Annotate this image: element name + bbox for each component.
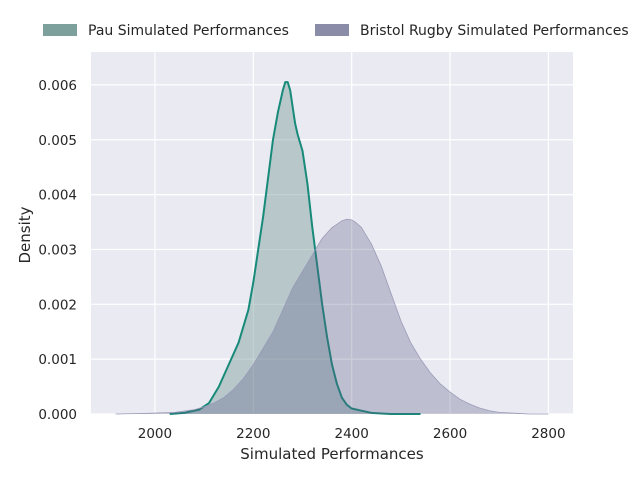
legend-swatch-0 — [43, 24, 77, 36]
series-area-1 — [115, 219, 549, 414]
y-tick-label: 0.002 — [38, 297, 77, 313]
legend-label-0: Pau Simulated Performances — [88, 23, 289, 39]
y-tick-label: 0.005 — [38, 133, 77, 149]
y-tick-label: 0.006 — [38, 78, 77, 94]
x-axis-label: Simulated Performances — [240, 445, 424, 463]
series-line-1 — [115, 218, 549, 415]
y-tick-label: 0.003 — [38, 242, 77, 258]
x-tick-label: 2200 — [236, 426, 270, 442]
x-tick-label: 2400 — [334, 426, 368, 442]
x-tick-label: 2000 — [138, 426, 172, 442]
y-axis-label: Density — [16, 206, 34, 263]
x-axis-ticks: 2000 2200 2400 2600 2800 — [138, 426, 566, 442]
series-line-0 — [169, 81, 421, 415]
x-tick-label: 2800 — [531, 426, 565, 442]
y-tick-label: 0.000 — [38, 407, 77, 423]
legend-swatch-1 — [315, 24, 349, 36]
y-tick-label: 0.001 — [38, 352, 77, 368]
gridlines — [91, 52, 573, 415]
series-area-0 — [169, 82, 421, 415]
legend: Pau Simulated Performances Bristol Rugby … — [43, 23, 629, 39]
legend-label-1: Bristol Rugby Simulated Performances — [360, 23, 629, 39]
plot-area — [91, 52, 573, 414]
y-axis-ticks: 0.000 0.001 0.002 0.003 0.004 0.005 0.006 — [38, 78, 77, 423]
y-tick-label: 0.004 — [38, 188, 77, 204]
x-tick-label: 2600 — [433, 426, 467, 442]
series-layer — [115, 81, 549, 415]
